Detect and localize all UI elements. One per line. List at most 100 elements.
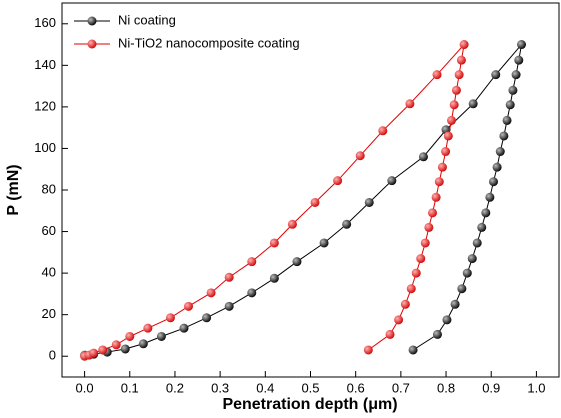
data-point [310, 197, 320, 207]
data-point [89, 348, 99, 358]
y-tick-label: 100 [34, 140, 56, 155]
data-point [111, 340, 121, 350]
data-point [502, 115, 512, 125]
data-point [385, 329, 395, 339]
data-point [442, 315, 452, 325]
data-point [420, 238, 430, 248]
data-point [427, 208, 437, 218]
data-point [443, 131, 453, 141]
data-point [319, 238, 329, 248]
data-point [485, 192, 495, 202]
data-point [459, 40, 469, 50]
data-point [247, 288, 257, 298]
series-line [84, 42, 465, 357]
data-point [508, 85, 518, 95]
data-point [472, 238, 482, 248]
x-tick-label: 0.4 [256, 380, 274, 395]
data-point [450, 299, 460, 309]
data-point [292, 257, 302, 267]
data-point [405, 99, 415, 109]
data-point [125, 331, 135, 341]
data-point [432, 329, 442, 339]
x-axis-title: Penetration depth (μm) [222, 396, 397, 413]
x-tick-label: 0.7 [392, 380, 410, 395]
data-point [495, 147, 505, 157]
y-tick-label: 160 [34, 15, 56, 30]
data-point [411, 268, 421, 278]
data-point [179, 323, 189, 333]
data-point [449, 100, 459, 110]
data-point [184, 301, 194, 311]
data-point [206, 288, 216, 298]
data-point [342, 219, 352, 229]
data-point [467, 254, 477, 264]
data-point [492, 162, 502, 172]
data-point [138, 339, 148, 349]
data-point [355, 151, 365, 161]
y-tick-label: 120 [34, 98, 56, 113]
data-point [408, 345, 418, 355]
data-point [431, 192, 441, 202]
y-tick-label: 0 [49, 348, 56, 363]
data-point [287, 219, 297, 229]
data-point [333, 176, 343, 186]
legend-marker [87, 39, 97, 49]
x-tick-label: 0.5 [301, 380, 319, 395]
y-tick-label: 140 [34, 57, 56, 72]
data-point [394, 315, 404, 325]
data-point [462, 268, 472, 278]
y-axis-title: P (mN) [5, 164, 22, 215]
data-point [456, 55, 466, 65]
data-point [406, 284, 416, 294]
data-point [451, 85, 461, 95]
data-point [432, 70, 442, 80]
data-point [363, 345, 373, 355]
y-tick-label: 40 [42, 265, 56, 280]
data-point [387, 176, 397, 186]
data-point [488, 177, 498, 187]
data-point [468, 99, 478, 109]
plot-frame [61, 2, 560, 378]
data-point [516, 40, 526, 50]
data-point [224, 272, 234, 282]
data-point [378, 126, 388, 136]
data-point [441, 147, 451, 157]
data-point [454, 70, 464, 80]
x-tick-label: 0.8 [437, 380, 455, 395]
data-point [143, 323, 153, 333]
x-tick-label: 1.0 [527, 380, 545, 395]
data-point [491, 70, 501, 80]
data-point [364, 197, 374, 207]
legend-label: Ni coating [118, 12, 176, 27]
data-point [446, 115, 456, 125]
x-tick-label: 0.3 [211, 380, 229, 395]
x-tick-label: 0.9 [482, 380, 500, 395]
x-tick-label: 0.1 [121, 380, 139, 395]
data-point [514, 55, 524, 65]
x-tick-label: 0.6 [347, 380, 365, 395]
data-point [269, 273, 279, 283]
y-tick-label: 80 [42, 181, 56, 196]
y-tick-label: 20 [42, 306, 56, 321]
data-point [98, 345, 108, 355]
data-point [505, 100, 515, 110]
data-point [499, 131, 509, 141]
data-point [416, 254, 426, 264]
data-point [269, 238, 279, 248]
data-point [434, 177, 444, 187]
data-point [156, 331, 166, 341]
data-point [120, 344, 130, 354]
data-point [424, 222, 434, 232]
data-point [400, 299, 410, 309]
data-point [247, 257, 257, 267]
legend-marker [87, 16, 97, 26]
data-point [477, 222, 487, 232]
data-point [481, 208, 491, 218]
data-point [224, 301, 234, 311]
legend-label: Ni-TiO2 nanocomposite coating [118, 35, 300, 50]
x-tick-label: 0.0 [76, 380, 94, 395]
data-point [457, 284, 467, 294]
data-point [165, 313, 175, 323]
data-point [511, 70, 521, 80]
